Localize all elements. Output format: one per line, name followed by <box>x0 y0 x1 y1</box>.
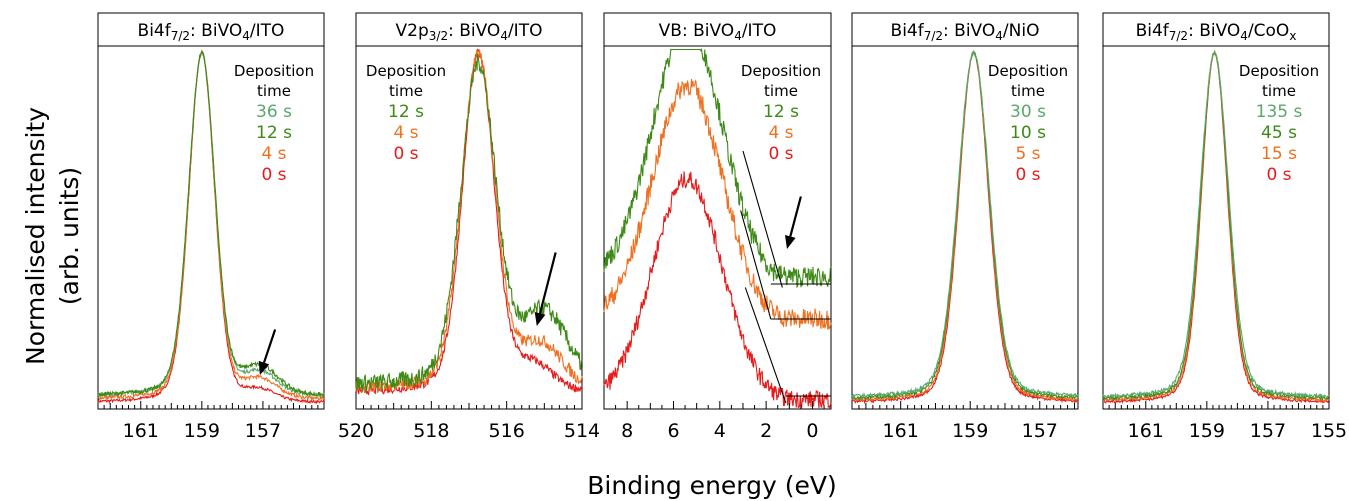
arrow-shaft <box>789 196 802 237</box>
legend-entry: 5 s <box>1015 144 1040 164</box>
x-tick-label: 161 <box>1128 420 1164 442</box>
x-tick-label: 161 <box>883 420 919 442</box>
legend-entry: 45 s <box>1261 123 1297 143</box>
series-line-30s <box>851 49 1079 400</box>
legend-entry: 0 s <box>1266 165 1291 185</box>
panel-title: Bi4f7/2​: BiVO4​/CoOx​ <box>1136 21 1297 43</box>
y-axis-title-line2: (arb. units) <box>55 167 84 305</box>
arrow-shaft <box>538 252 557 314</box>
x-tick-label: 518 <box>413 420 449 442</box>
series-line-12s <box>355 53 583 394</box>
legend-header: Deposition <box>1239 62 1319 80</box>
panel-4: Bi4f7/2​: BiVO4​/NiO 161 159 157 Deposition t… <box>851 12 1079 442</box>
x-tick-label: 161 <box>123 420 159 442</box>
legend-entry: 30 s <box>1010 102 1046 122</box>
x-tick-label: 8 <box>621 420 633 442</box>
legend-entry: 135 s <box>1256 102 1303 122</box>
legend-entry: 15 s <box>1261 144 1297 164</box>
panel-3: VB: BiVO4​/ITO 8 6 4 2 0 Deposition time 12 s4 s… <box>603 12 832 442</box>
panel-2: V2p3/2​: BiVO4​/ITO 520 518 516 514 Depositio… <box>338 12 600 442</box>
series-line-4s <box>603 78 832 331</box>
x-tick-label: 516 <box>489 420 525 442</box>
x-tick-label: 157 <box>1022 420 1058 442</box>
panel-5: Bi4f7/2​: BiVO4​/CoOx​ 161 159 157 155 Deposi… <box>1102 12 1347 442</box>
x-tick-label: 520 <box>338 420 374 442</box>
legend-entry: 4 s <box>768 123 793 143</box>
series-line-12s <box>603 47 832 289</box>
x-tick-label: 159 <box>1189 420 1225 442</box>
panel-1: Bi4f7/2​: BiVO4​/ITO 161 159 157 Deposition t… <box>97 12 325 442</box>
x-tick-label: 159 <box>952 420 988 442</box>
legend-header: Deposition <box>741 62 821 80</box>
legend-entry: 12 s <box>763 102 799 122</box>
panel-title: Bi4f7/2​: BiVO4​/ITO <box>138 21 285 43</box>
x-tick-label: 0 <box>806 420 818 442</box>
legend-entry: 0 s <box>261 165 286 185</box>
guide-line-5 <box>744 287 787 404</box>
series-line-0s <box>603 171 832 410</box>
panel-title: V2p3/2​: BiVO4​/ITO <box>396 21 543 43</box>
legend-header: time <box>1011 82 1045 100</box>
panel-title: Bi4f7/2​: BiVO4​/NiO <box>891 21 1040 43</box>
legend-header: Deposition <box>366 62 446 80</box>
x-tick-label: 4 <box>714 420 726 442</box>
legend-entry: 12 s <box>388 102 424 122</box>
legend-entry: 4 s <box>393 123 418 143</box>
panel-title-box <box>603 12 832 47</box>
series-line-12s <box>97 49 325 399</box>
legend-header: time <box>389 82 423 100</box>
arrow-head <box>258 360 270 375</box>
legend-entry: 36 s <box>256 102 292 122</box>
legend-entry: 4 s <box>261 144 286 164</box>
arrow-shaft <box>262 329 277 364</box>
x-tick-label: 155 <box>1311 420 1347 442</box>
arrow-head <box>534 312 546 326</box>
y-axis-title-line1: Normalised intensity <box>21 107 50 365</box>
legend-header: time <box>257 82 291 100</box>
legend-entry: 0 s <box>768 144 793 164</box>
x-tick-label: 2 <box>760 420 772 442</box>
plot-frame <box>97 45 325 410</box>
panels: Bi4f7/2​: BiVO4​/ITO 161 159 157 Deposition t… <box>97 12 1347 442</box>
panel-title-box <box>97 12 325 47</box>
legend-header: time <box>764 82 798 100</box>
legend-entry: 0 s <box>393 144 418 164</box>
x-tick-label: 157 <box>1250 420 1286 442</box>
x-axis-title: Binding energy (eV) <box>587 471 836 500</box>
panel-title: VB: BiVO4​/ITO <box>659 21 777 43</box>
legend-entry: 12 s <box>256 123 292 143</box>
x-tick-label: 514 <box>564 420 600 442</box>
legend-header: Deposition <box>234 62 314 80</box>
arrow-head <box>784 235 796 249</box>
guide-line-2 <box>740 210 772 320</box>
panel-title-box <box>1102 12 1330 47</box>
legend-header: time <box>1262 82 1296 100</box>
x-tick-label: 6 <box>667 420 679 442</box>
guide-line-1 <box>742 150 783 288</box>
x-tick-label: 159 <box>184 420 220 442</box>
series-line-135s <box>1102 51 1330 400</box>
legend-entry: 0 s <box>1015 165 1040 185</box>
plot-frame <box>1102 45 1330 410</box>
panel-title-box <box>355 12 583 47</box>
x-tick-label: 157 <box>245 420 281 442</box>
legend-header: Deposition <box>988 62 1068 80</box>
legend-entry: 10 s <box>1010 123 1046 143</box>
